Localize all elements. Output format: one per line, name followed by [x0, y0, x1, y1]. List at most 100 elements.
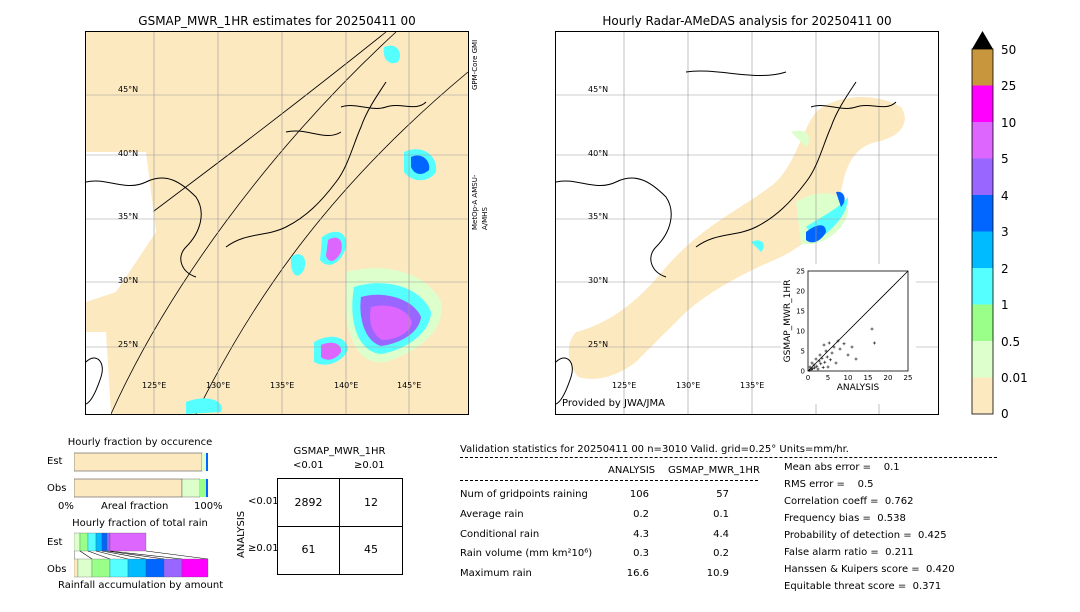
scatter-point: [819, 362, 823, 366]
occurrence-obs-dry: [74, 478, 183, 498]
lon-label: 135°E: [270, 381, 295, 390]
lon-label: 145°E: [397, 381, 422, 390]
stats-row-gsmap: 0.1: [713, 509, 729, 520]
lat-label: 45°N: [118, 85, 139, 94]
scatter-point: [832, 345, 836, 349]
stats-row-analysis: 0.3: [633, 548, 649, 559]
scatter-ylabel: GSMAP_MWR_1HR: [783, 280, 793, 363]
stats-row-gsmap: 10.9: [706, 568, 729, 579]
scatter-point: [808, 365, 812, 369]
colorbar-segment: [972, 377, 993, 414]
scatter-y-tick: 25: [796, 268, 805, 276]
scatter-point: [826, 365, 830, 369]
scatter-point: [812, 363, 816, 367]
stats-row-gsmap: 0.2: [713, 548, 729, 559]
satellite-label-metop: MetOp-A AMSU-A/MHS: [471, 174, 489, 230]
stats-row-analysis: 16.6: [626, 568, 649, 579]
stats-row-label: Maximum rain: [460, 568, 532, 579]
scatter-point: [846, 353, 850, 357]
stats-row-label: Conditional rain: [460, 529, 540, 540]
occurrence-est-heavy: [206, 453, 208, 471]
stats-row-label: Num of gridpoints raining: [460, 489, 588, 500]
lat-label: 35°N: [588, 212, 609, 221]
scatter-x-tick: 10: [844, 374, 853, 382]
colorbar-label: 0.01: [1001, 371, 1028, 385]
contingency-row-dry: <0.01: [248, 496, 279, 507]
colorbar-segment: [972, 49, 993, 86]
scatter-inset: 0 5 10 15 20 25 0 5 10 15 20 25 ANALYSIS GSMAP_MWR_1H…: [781, 264, 916, 404]
lon-label: 135°E: [740, 381, 765, 390]
rain-fraction-xlabel: Rainfall accumulation by amount: [58, 580, 224, 591]
rain-fraction-est-label: Est: [47, 537, 63, 548]
scatter-y-tick: 20: [796, 288, 805, 296]
colorbar-segment: [972, 231, 993, 268]
stats-divider: [460, 457, 997, 458]
occurrence-est-dry: [74, 452, 203, 472]
colorbar-segment: [972, 85, 993, 122]
occurrence-title: Hourly fraction by occurence: [67, 437, 213, 448]
lat-label: 30°N: [118, 276, 139, 285]
scatter-point: [827, 341, 831, 345]
scatter-point: [817, 359, 821, 363]
scatter-x-tick: 0: [806, 374, 810, 382]
colorbar-label: 0.5: [1001, 335, 1021, 349]
lat-label: 40°N: [588, 149, 609, 158]
lat-label: 30°N: [588, 276, 609, 285]
scatter-y-tick: 0: [801, 368, 805, 376]
contingency-cell-hit-none: 2892: [294, 496, 323, 509]
scatter-point: [820, 356, 824, 360]
lat-label: 25°N: [588, 340, 609, 349]
scatter-point: [854, 357, 858, 361]
lon-label: 130°E: [206, 381, 231, 390]
score-corr: Correlation coeff = 0.762: [784, 496, 914, 507]
scatter-point: [813, 366, 817, 370]
left-map-title: GSMAP_MWR_1HR estimates for 20250411 00: [138, 14, 416, 28]
score-rmse: RMS error = 0.5: [784, 479, 874, 490]
contingency-title: GSMAP_MWR_1HR: [293, 446, 386, 457]
colorbar: [971, 31, 994, 415]
satellite-label-gpm: GPM-Core GMI: [471, 39, 479, 90]
contingency-cell-false-alarm: 12: [364, 496, 378, 509]
score-ets: Equitable threat score = 0.371: [784, 581, 942, 592]
scatter-point: [807, 368, 811, 372]
rain-fraction-bars: [74, 532, 209, 578]
stats-header: Validation statistics for 20250411 00 n=…: [460, 444, 849, 455]
colorbar-label: 4: [1001, 189, 1009, 203]
stats-col-analysis: ANALYSIS: [608, 465, 656, 476]
stats-row-analysis: 0.2: [633, 509, 649, 520]
stats-subdivider: [460, 480, 758, 481]
scatter-point: [825, 355, 829, 359]
colorbar-label: 3: [1001, 225, 1009, 239]
scatter-point: [834, 361, 838, 365]
occurrence-obs-light: [181, 478, 201, 498]
scatter-plot: 0 5 10 15 20 25 0 5 10 15 20 25 ANALYSIS GSMAP_MWR_1H…: [783, 268, 913, 394]
provider-credit: Provided by JWA/JMA: [562, 398, 665, 409]
lon-label: 125°E: [142, 381, 167, 390]
stats-row-gsmap: 4.4: [713, 529, 729, 540]
scatter-x-tick: 15: [864, 374, 873, 382]
score-hk: Hanssen & Kuipers score = 0.420: [784, 564, 955, 575]
rain-fraction-title: Hourly fraction of total rain: [72, 518, 208, 529]
scatter-y-tick: 10: [796, 328, 805, 336]
scatter-point: [818, 353, 822, 357]
scatter-x-tick: 25: [904, 374, 913, 382]
scatter-y-tick: 5: [801, 348, 805, 356]
scatter-point: [823, 360, 827, 364]
colorbar-segment: [972, 158, 993, 195]
scatter-point: [814, 357, 818, 361]
lat-label: 35°N: [118, 212, 139, 221]
contingency-col-dry: <0.01: [293, 460, 324, 471]
occurrence-tick-100: 100%: [194, 501, 223, 512]
scatter-point: [872, 341, 876, 345]
stats-row-analysis: 4.3: [633, 529, 649, 540]
scatter-point: [809, 367, 813, 371]
scatter-point: [838, 347, 842, 351]
contingency-table: 2892 12 61 45: [277, 478, 403, 575]
occurrence-est-label: Est: [47, 456, 63, 467]
scatter-y-tick: 15: [796, 308, 805, 316]
scatter-point: [816, 367, 820, 371]
stats-row-gsmap: 57: [716, 489, 729, 500]
contingency-row-wet: ≥0.01: [248, 543, 279, 554]
right-map: 45°N 40°N 35°N 30°N 25°N 125°E 130°E 135…: [555, 31, 939, 415]
colorbar-label: 1: [1001, 298, 1009, 312]
